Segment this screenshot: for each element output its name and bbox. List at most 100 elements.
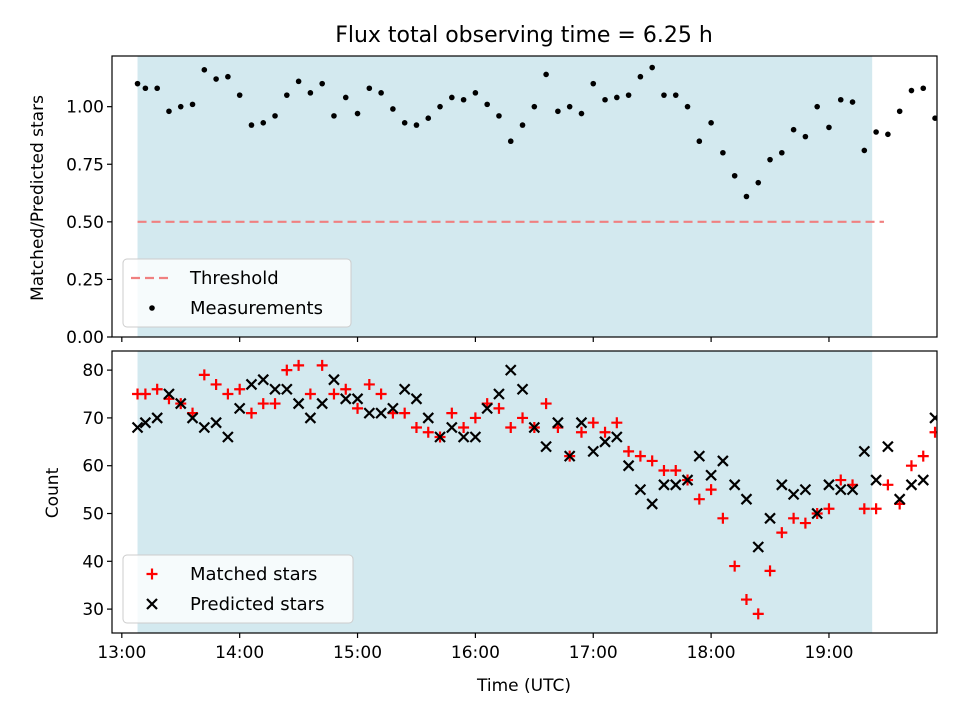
data-point (517, 412, 529, 424)
data-point (729, 560, 741, 572)
data-point (366, 85, 373, 92)
data-point (752, 608, 764, 620)
plot-marks (131, 359, 960, 620)
data-point (799, 517, 811, 529)
data-point (905, 460, 917, 472)
data-point (410, 421, 422, 433)
y-tick-label: 1.00 (66, 98, 104, 118)
data-point (634, 450, 646, 462)
data-point (873, 129, 879, 135)
data-point (728, 479, 741, 491)
data-point (363, 407, 376, 419)
data-point (799, 483, 812, 496)
top-ylabel: Matched/Predicted stars (28, 95, 48, 301)
x-tick-label: 15:00 (333, 643, 382, 663)
data-point (293, 359, 305, 371)
data-point (328, 388, 340, 400)
data-point (139, 388, 151, 400)
data-point (602, 96, 608, 103)
data-point (681, 474, 694, 486)
data-point (378, 90, 384, 96)
data-point (764, 565, 776, 577)
data-point (410, 393, 423, 405)
data-point (316, 397, 328, 410)
data-point (198, 421, 211, 434)
data-point (849, 99, 856, 105)
x-tick-label: 14:00 (215, 643, 264, 663)
data-point (248, 122, 255, 128)
data-point (717, 512, 729, 524)
data-point (861, 147, 868, 154)
data-point (339, 393, 352, 405)
data-point (658, 464, 670, 476)
data-point (469, 431, 482, 443)
data-point (590, 80, 597, 87)
data-point (599, 426, 611, 438)
data-point (434, 431, 446, 443)
data-point (236, 92, 243, 98)
data-point (905, 479, 918, 491)
x-tick-label: 16:00 (451, 643, 500, 663)
data-point (870, 474, 882, 486)
data-point (882, 440, 894, 453)
data-point (225, 73, 231, 80)
data-point (634, 483, 647, 496)
data-point (413, 122, 420, 128)
data-point (540, 398, 552, 410)
data-point (142, 85, 149, 92)
data-point (776, 479, 788, 491)
data-point (953, 465, 960, 476)
data-point (375, 407, 387, 419)
data-point (213, 76, 219, 82)
data-point (846, 483, 859, 496)
data-point (764, 512, 776, 525)
data-point (166, 108, 172, 115)
data-point (390, 106, 396, 112)
data-point (731, 172, 738, 179)
legend: Threshold Measurements (122, 258, 352, 328)
y-tick-label: 80 (82, 361, 104, 381)
data-point (351, 393, 364, 405)
data-point (717, 455, 729, 467)
data-point (375, 388, 387, 400)
data-point (956, 132, 960, 138)
data-point (354, 110, 361, 117)
data-point (896, 108, 903, 115)
data-point (528, 421, 541, 434)
y-tick-label: 40 (82, 552, 104, 572)
data-point (684, 103, 691, 110)
data-point (587, 445, 600, 458)
legend-label: Measurements (190, 298, 323, 319)
data-point (398, 383, 411, 396)
data-point (555, 108, 561, 115)
data-point (269, 383, 281, 396)
data-point (496, 113, 502, 119)
data-point (578, 110, 585, 117)
data-point (284, 92, 290, 98)
data-point (151, 383, 163, 395)
data-point (646, 455, 658, 467)
data-point (614, 94, 620, 101)
y-tick-label: 0.00 (66, 328, 104, 348)
data-point (622, 459, 635, 472)
series-measurements (134, 64, 960, 200)
data-point (210, 416, 222, 429)
data-point (422, 412, 435, 424)
data-point (563, 450, 576, 462)
data-point (401, 119, 408, 126)
data-point (304, 388, 316, 400)
data-point (198, 369, 210, 381)
data-point (177, 103, 184, 110)
data-point (661, 92, 667, 98)
data-point (826, 124, 832, 131)
plot-frame (111, 55, 938, 338)
data-point (858, 445, 871, 458)
chart-title: Flux total observing time = 6.25 h (335, 23, 713, 48)
data-point (540, 440, 552, 453)
data-point (587, 417, 599, 429)
data-point (387, 402, 399, 415)
data-point (134, 80, 141, 87)
data-point (835, 474, 847, 486)
data-point (823, 503, 835, 515)
